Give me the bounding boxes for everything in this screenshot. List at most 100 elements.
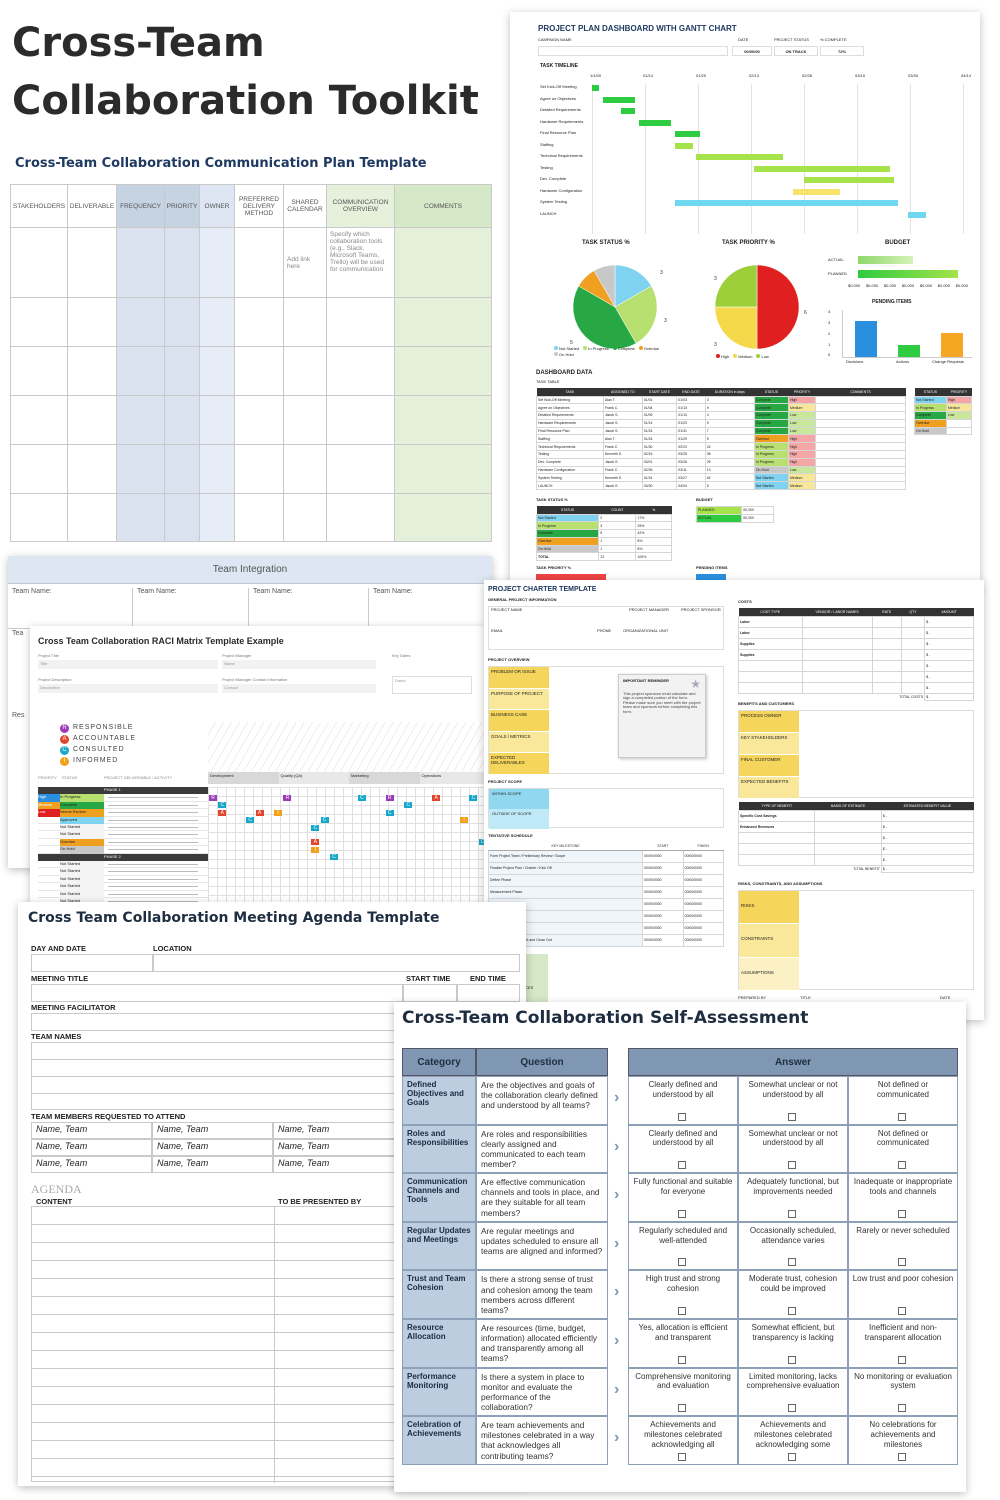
cost-type[interactable] <box>738 670 803 683</box>
raci-mark[interactable]: C <box>246 817 255 824</box>
sa-answer-option[interactable]: Comprehensive monitoring and evaluation <box>628 1367 738 1417</box>
task-cell[interactable]: Kenneth K. <box>602 450 643 459</box>
benefit-value[interactable]: $ - <box>880 853 975 866</box>
cell[interactable] <box>326 493 395 542</box>
cost-amount[interactable]: $ - <box>924 615 974 628</box>
task-cell[interactable]: Jacob S. <box>602 457 643 467</box>
task-priority-cell[interactable]: High <box>787 442 817 452</box>
cell[interactable] <box>10 444 68 494</box>
benefit-type[interactable] <box>737 853 816 866</box>
schedule-milestone[interactable]: Finalize Project Plan / Charter / Kick O… <box>487 861 644 875</box>
sa-answer-option[interactable]: Limited monitoring, lacks comprehensive … <box>738 1367 848 1417</box>
schedule-finish[interactable]: 00/00/0000 <box>682 873 725 887</box>
task-status-cell[interactable]: In Progress <box>753 457 789 467</box>
raci-mark[interactable]: I <box>274 809 283 816</box>
cell[interactable] <box>326 346 395 396</box>
requested-name[interactable]: Name, Team <box>31 1122 152 1139</box>
cell[interactable] <box>164 297 200 347</box>
checkbox[interactable] <box>898 1355 906 1364</box>
task-cell[interactable]: Alan T. <box>602 395 643 405</box>
cell[interactable] <box>10 395 68 445</box>
checkbox[interactable] <box>898 1306 906 1315</box>
cost-amount[interactable]: $ - <box>924 681 974 694</box>
checkbox[interactable] <box>678 1355 686 1364</box>
cell[interactable] <box>326 395 395 445</box>
cost-amount[interactable]: $ - <box>924 659 974 672</box>
task-cell[interactable]: 5 <box>704 481 755 491</box>
requested-name[interactable]: Name, Team <box>152 1122 273 1139</box>
requested-name[interactable]: Name, Team <box>31 1139 152 1156</box>
cell[interactable] <box>10 227 68 298</box>
task-status-cell[interactable]: Complete <box>753 418 789 428</box>
cell[interactable] <box>394 395 492 445</box>
task-comment-cell[interactable] <box>815 426 906 436</box>
benefit-basis[interactable] <box>814 831 882 844</box>
task-cell[interactable]: 3 <box>704 395 755 405</box>
cell[interactable] <box>67 493 117 542</box>
cell[interactable] <box>283 444 327 494</box>
cost-qty[interactable] <box>900 681 926 694</box>
schedule-finish[interactable]: 00/00/0000 <box>682 861 725 875</box>
checkbox[interactable] <box>788 1452 796 1461</box>
cell[interactable] <box>394 444 492 494</box>
task-priority-cell[interactable]: High <box>787 395 817 405</box>
schedule-finish[interactable]: 00/00/0000 <box>682 885 725 899</box>
task-cell[interactable]: 01/09 <box>641 411 678 420</box>
sa-answer-option[interactable]: No monitoring or evaluation system <box>848 1367 958 1417</box>
cell[interactable] <box>199 395 235 445</box>
checkbox[interactable] <box>678 1306 686 1315</box>
cell[interactable] <box>283 395 327 445</box>
raci-mark[interactable]: I <box>460 817 469 824</box>
raci-status-cell[interactable]: Needs Review <box>60 809 104 817</box>
task-cell[interactable]: 7 <box>704 426 755 436</box>
sa-answer-option[interactable]: Yes, allocation is efficient and transpa… <box>628 1319 738 1368</box>
cell[interactable] <box>10 346 68 396</box>
benefit-type[interactable]: Specific Cost Savings <box>737 809 816 822</box>
raci-mark[interactable]: C <box>357 795 366 801</box>
schedule-start[interactable]: 00/00/0000 <box>642 861 684 875</box>
task-comment-cell[interactable] <box>815 465 906 475</box>
task-cell[interactable]: 4 <box>704 411 755 420</box>
task-cell[interactable]: 01/03 <box>676 395 706 405</box>
task-cell[interactable]: 62 <box>704 473 755 483</box>
checkbox[interactable] <box>788 1306 796 1315</box>
raci-mark[interactable]: C <box>329 854 338 861</box>
raci-status-cell[interactable]: Overdue <box>60 838 104 847</box>
cost-amount[interactable]: $ - <box>924 670 974 683</box>
cost-qty[interactable] <box>900 659 926 672</box>
cell[interactable] <box>116 346 165 396</box>
cost-qty[interactable] <box>900 626 926 639</box>
end-time-field[interactable] <box>457 984 520 1002</box>
task-cell[interactable]: 01/01 <box>641 395 678 405</box>
task-cell[interactable]: 01/04 <box>641 403 678 413</box>
raci-mark[interactable]: R <box>385 795 394 801</box>
raci-contact-input[interactable]: Contact <box>222 684 376 693</box>
raci-status-cell[interactable]: Not Started <box>60 868 104 876</box>
task-cell[interactable]: 24 <box>704 442 755 452</box>
benefit-value[interactable]: $ - <box>880 831 975 844</box>
task-comment-cell[interactable] <box>815 457 906 467</box>
task-cell[interactable]: 01/24 <box>641 473 678 483</box>
cost-qty[interactable] <box>900 637 926 650</box>
sa-answer-option[interactable]: Somewhat efficient, but transparency is … <box>738 1319 848 1368</box>
raci-mark[interactable]: R <box>209 795 217 801</box>
cell[interactable] <box>234 346 284 396</box>
cell[interactable] <box>67 444 117 494</box>
task-cell[interactable]: 01/23 <box>676 418 706 428</box>
cost-vendor[interactable] <box>801 670 873 683</box>
task-cell[interactable]: 01/30 <box>641 442 678 452</box>
task-cell[interactable]: Dev. Complete <box>536 457 604 467</box>
complete-field[interactable]: 72% <box>820 46 864 56</box>
cell[interactable] <box>394 227 492 298</box>
raci-mark[interactable]: A <box>255 809 264 816</box>
cost-vendor[interactable] <box>801 659 873 672</box>
sa-answer-option[interactable]: Low trust and poor cohesion <box>848 1270 958 1319</box>
task-priority-cell[interactable]: Medium <box>787 481 817 491</box>
task-priority-cell[interactable]: Medium <box>787 403 817 413</box>
checkbox[interactable] <box>788 1209 796 1218</box>
raci-priority-cell[interactable]: Medium <box>38 801 60 810</box>
task-status-cell[interactable]: Complete <box>753 426 789 436</box>
cost-type[interactable]: Supplies <box>738 648 803 661</box>
cell[interactable] <box>116 227 165 298</box>
sa-answer-option[interactable]: Clearly defined and understood by all <box>628 1076 738 1125</box>
